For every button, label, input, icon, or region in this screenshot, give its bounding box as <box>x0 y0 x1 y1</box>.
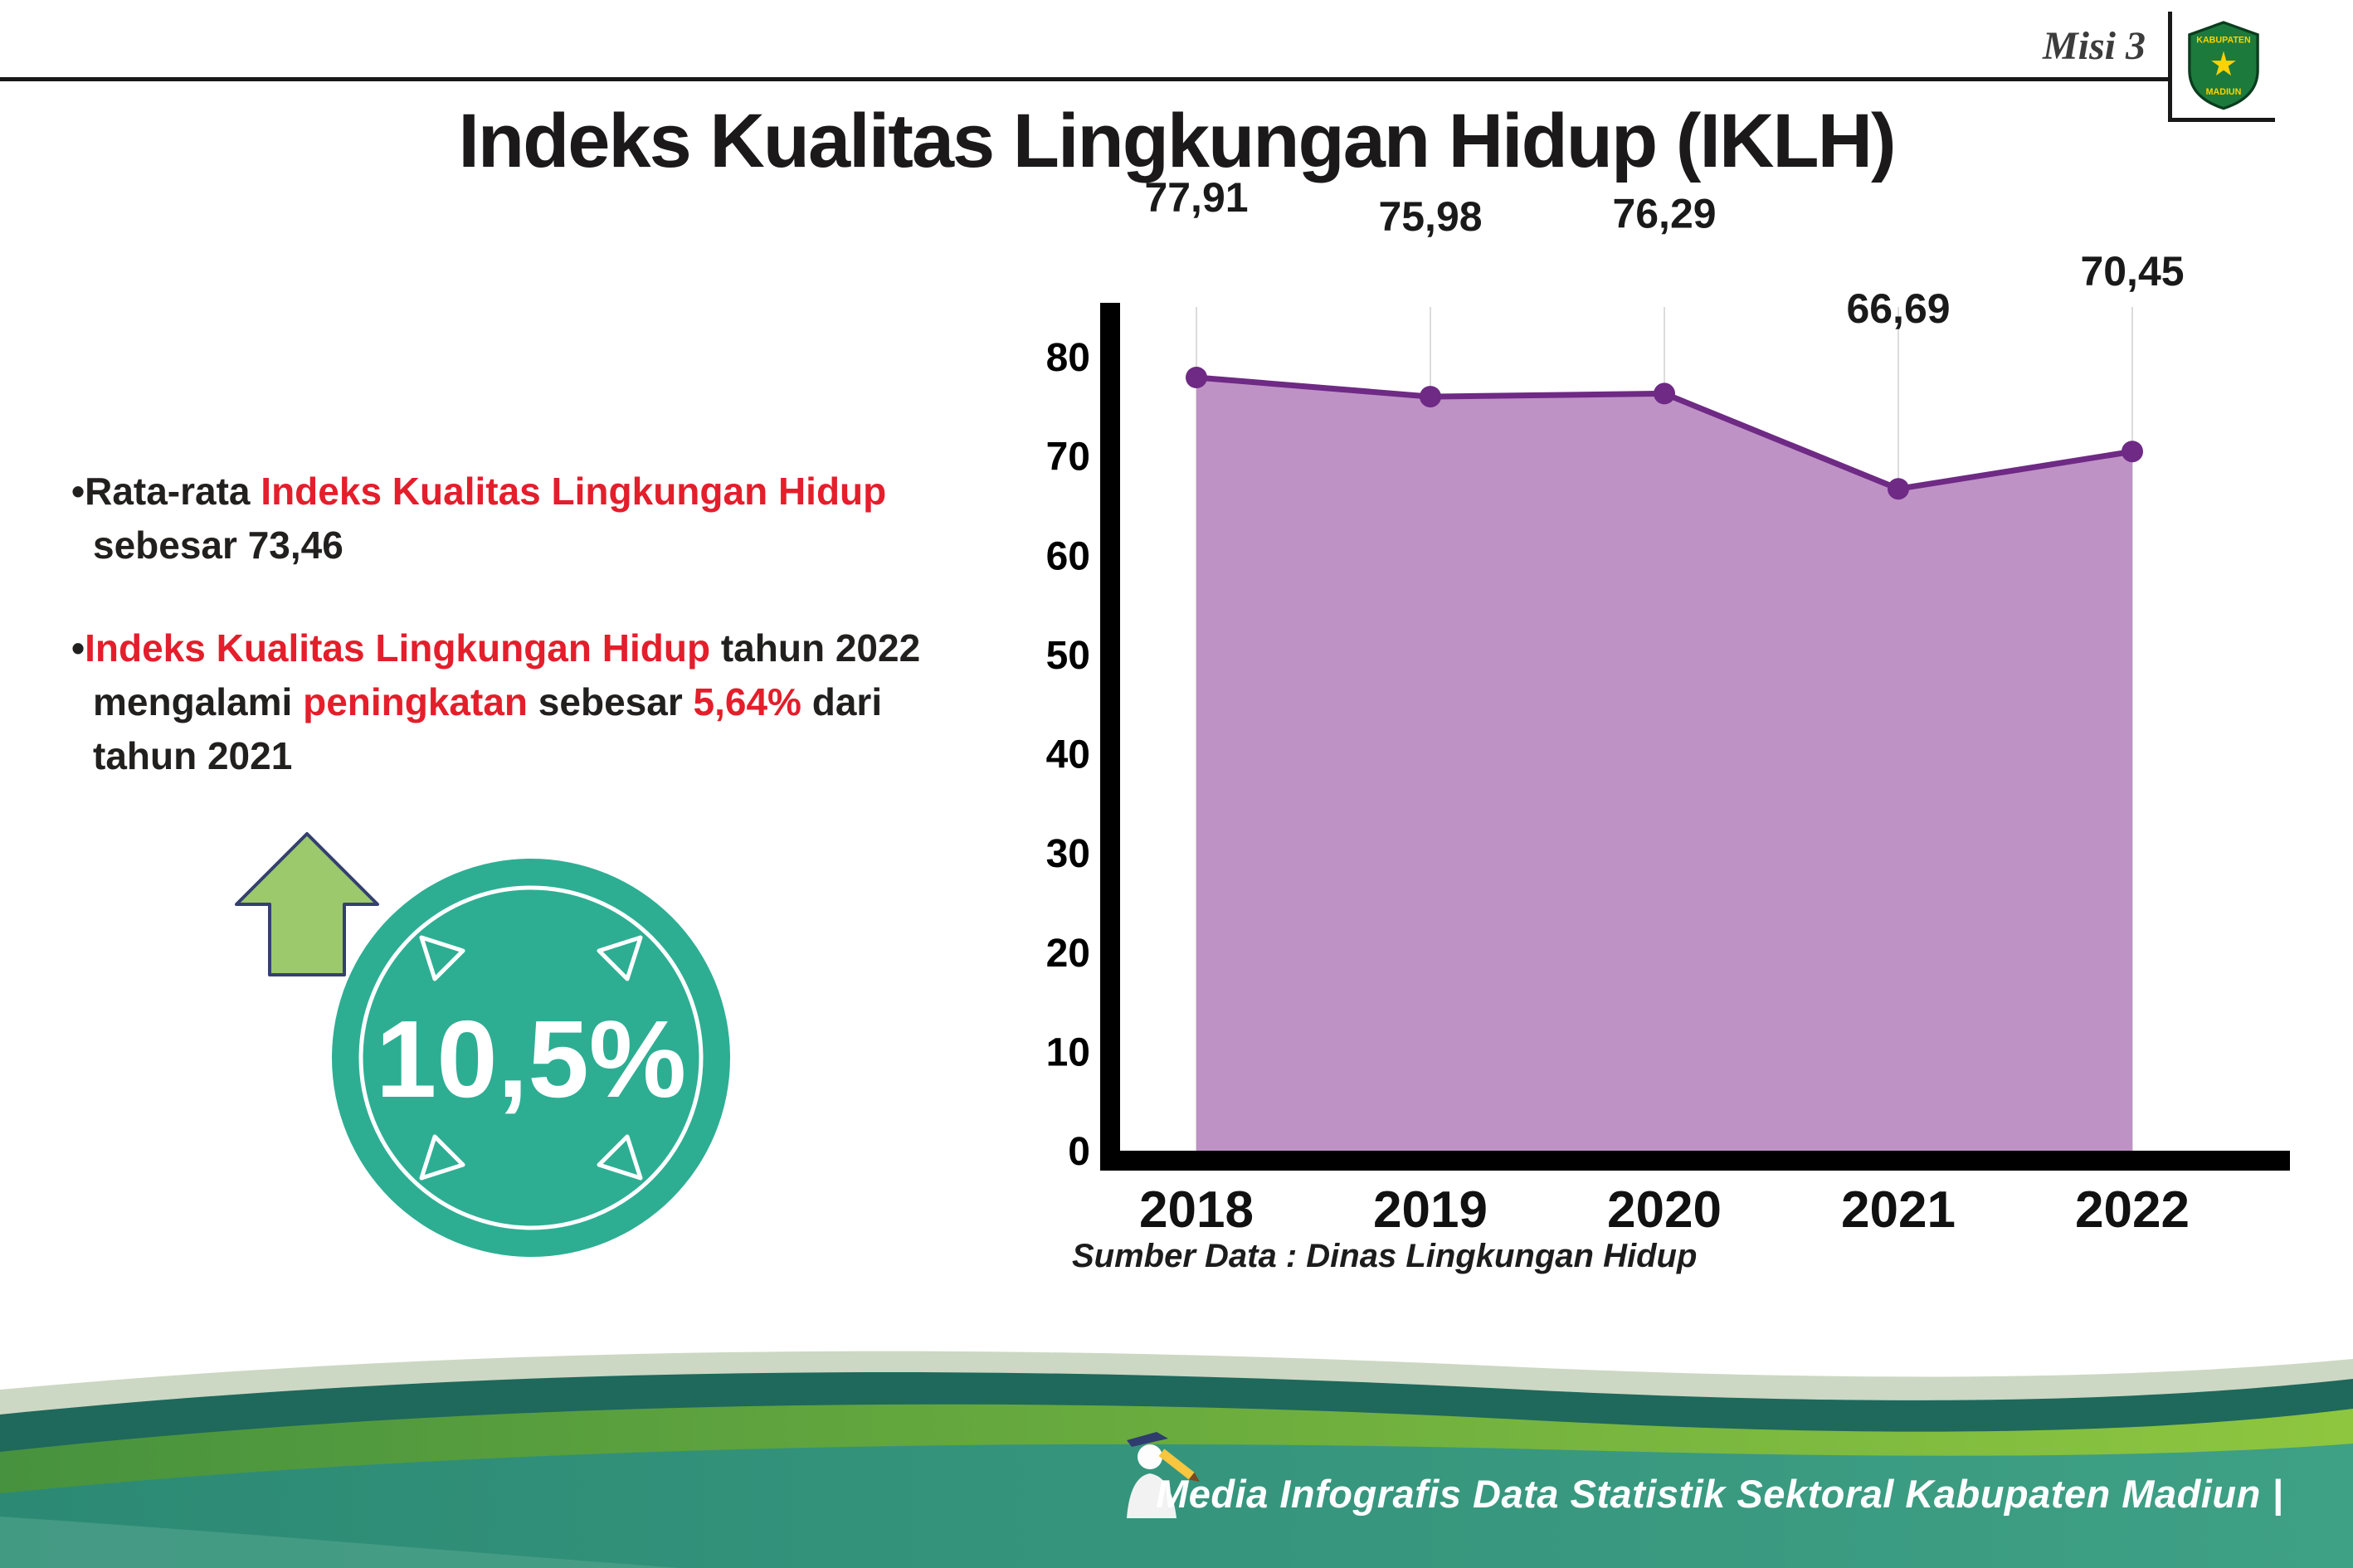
svg-text:2018: 2018 <box>1139 1181 1254 1239</box>
bullet-list: •Rata-rata Indeks Kualitas Lingkungan Hi… <box>71 465 963 832</box>
svg-text:30: 30 <box>1046 832 1090 876</box>
y-tick-labels: 0 10 20 30 40 50 60 70 80 <box>1046 336 1090 1174</box>
logo-top-text: KABUPATEN <box>2196 36 2251 46</box>
misi-label: Misi 3 <box>2043 23 2146 69</box>
svg-text:50: 50 <box>1046 634 1090 678</box>
y-axis <box>1100 303 1120 1171</box>
bullet-text-segment: sebesar <box>528 680 693 723</box>
svg-text:40: 40 <box>1046 733 1090 777</box>
bullet-text-segment: • <box>71 626 85 670</box>
bullet-text-segment: 5,64% <box>694 680 801 723</box>
slide: Misi 3 KABUPATEN MADIUN Indeks Kualitas … <box>0 0 2353 1568</box>
area-fill <box>1196 377 2132 1151</box>
x-tick-labels: 2018 2019 2020 2021 2022 <box>1139 1181 2190 1239</box>
svg-text:0: 0 <box>1068 1130 1090 1174</box>
bullet-text-segment: •Rata-rata <box>71 470 261 513</box>
bullet-item: •Rata-rata Indeks Kualitas Lingkungan Hi… <box>71 465 963 573</box>
svg-text:60: 60 <box>1046 534 1090 578</box>
svg-text:70: 70 <box>1046 436 1090 480</box>
svg-text:80: 80 <box>1046 336 1090 380</box>
logo-bottom-text: MADIUN <box>2206 87 2242 97</box>
bullet-text-segment: Indeks Kualitas Lingkungan Hidup <box>85 626 710 670</box>
bullet-text-segment: Indeks Kualitas Lingkungan Hidup <box>261 470 886 513</box>
badge-value: 10,5% <box>376 998 686 1120</box>
iklh-area-chart: 77,91 75,98 76,29 66,69 70,45 0 10 20 30 40 50 60 70… <box>1021 149 2315 1278</box>
footer-caption: Media Infografis Data Statistik Sektoral… <box>1156 1471 2283 1517</box>
svg-text:2019: 2019 <box>1373 1181 1488 1239</box>
svg-text:2020: 2020 <box>1607 1181 1722 1239</box>
x-axis <box>1100 1151 2290 1171</box>
svg-text:10: 10 <box>1046 1030 1090 1074</box>
svg-text:75,98: 75,98 <box>1378 193 1482 240</box>
increase-badge: 10,5% <box>199 796 780 1294</box>
svg-text:70,45: 70,45 <box>2080 248 2184 295</box>
top-divider <box>0 77 2170 81</box>
svg-text:20: 20 <box>1046 932 1090 976</box>
svg-text:66,69: 66,69 <box>1846 285 1950 332</box>
data-source-note: Sumber Data : Dinas Lingkungan Hidup <box>1072 1238 1697 1275</box>
bullet-text-segment: peningkatan <box>303 680 528 723</box>
svg-text:76,29: 76,29 <box>1612 190 1716 236</box>
bullet-text-segment: sebesar 73,46 <box>93 523 343 567</box>
svg-text:2021: 2021 <box>1841 1181 1956 1239</box>
svg-text:2022: 2022 <box>2075 1181 2190 1239</box>
bullet-item: •Indeks Kualitas Lingkungan Hidup tahun … <box>71 621 963 784</box>
up-arrow-icon <box>236 834 378 975</box>
svg-text:77,91: 77,91 <box>1144 174 1248 221</box>
